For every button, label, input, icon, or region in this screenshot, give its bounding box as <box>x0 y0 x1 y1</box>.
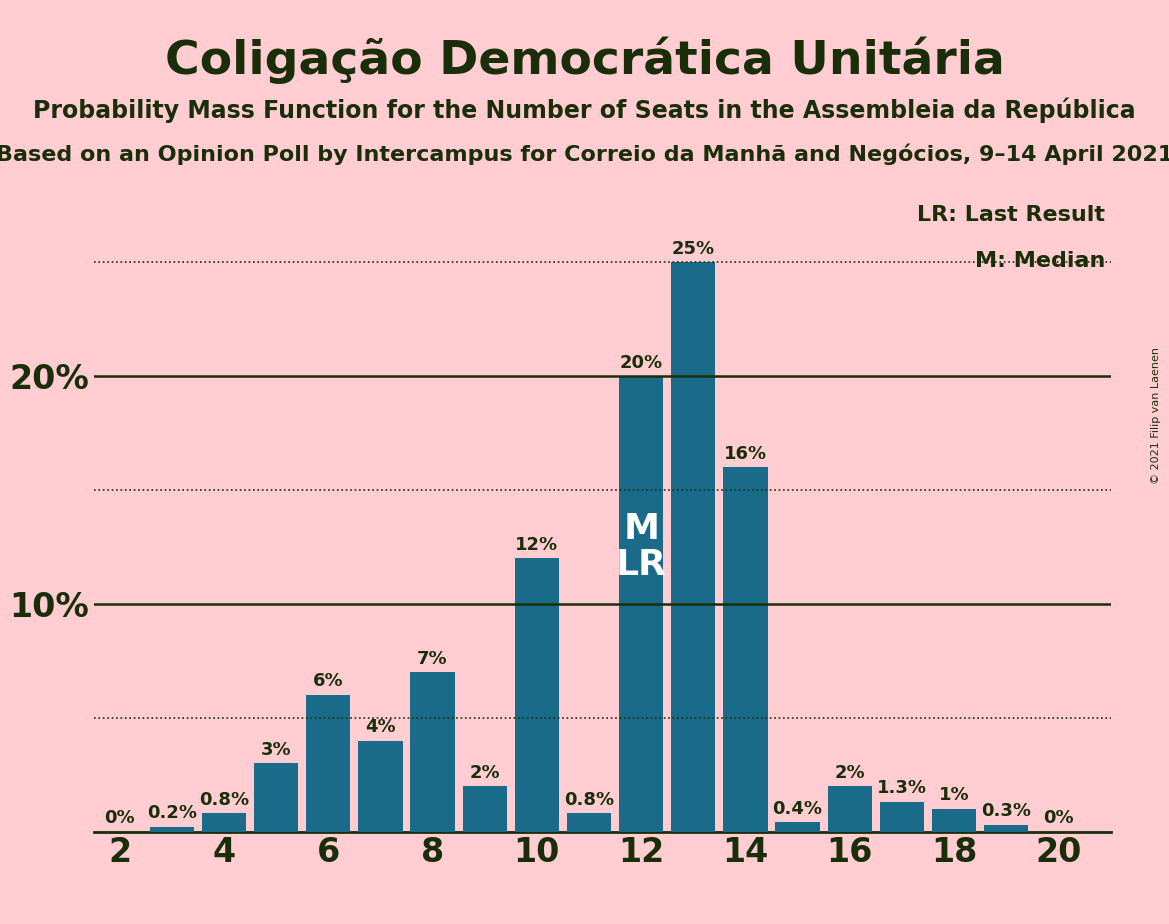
Bar <box>880 802 924 832</box>
Text: 4%: 4% <box>365 718 395 736</box>
Text: Based on an Opinion Poll by Intercampus for Correio da Manhã and Negócios, 9–14 : Based on an Opinion Poll by Intercampus … <box>0 143 1169 164</box>
Text: 0.8%: 0.8% <box>199 791 249 808</box>
Bar <box>306 695 351 832</box>
Text: 12%: 12% <box>516 536 559 553</box>
Text: 20%: 20% <box>620 354 663 371</box>
Text: 0.2%: 0.2% <box>147 805 196 822</box>
Bar <box>724 468 768 832</box>
Bar <box>358 740 402 832</box>
Bar <box>150 827 194 832</box>
Text: 0%: 0% <box>1043 809 1073 827</box>
Text: LR: Last Result: LR: Last Result <box>918 205 1106 225</box>
Bar <box>410 673 455 832</box>
Text: M: Median: M: Median <box>975 251 1106 271</box>
Bar <box>463 786 507 832</box>
Text: M
LR: M LR <box>616 512 666 582</box>
Bar <box>932 808 976 832</box>
Text: 1%: 1% <box>939 786 969 804</box>
Text: 2%: 2% <box>470 763 500 782</box>
Bar <box>620 376 663 832</box>
Text: 6%: 6% <box>313 673 344 690</box>
Bar <box>828 786 872 832</box>
Bar <box>984 825 1029 832</box>
Text: © 2021 Filip van Laenen: © 2021 Filip van Laenen <box>1150 347 1161 484</box>
Text: 25%: 25% <box>672 240 715 258</box>
Bar <box>202 813 247 832</box>
Text: Probability Mass Function for the Number of Seats in the Assembleia da República: Probability Mass Function for the Number… <box>33 97 1136 123</box>
Text: 0.3%: 0.3% <box>981 802 1031 821</box>
Text: 1.3%: 1.3% <box>877 780 927 797</box>
Text: 0.4%: 0.4% <box>773 800 823 818</box>
Bar <box>775 822 819 832</box>
Text: 0%: 0% <box>104 809 134 827</box>
Bar <box>514 558 559 832</box>
Text: 3%: 3% <box>261 741 291 759</box>
Bar <box>567 813 611 832</box>
Bar <box>671 262 715 832</box>
Text: 16%: 16% <box>724 444 767 463</box>
Text: 2%: 2% <box>835 763 865 782</box>
Bar <box>254 763 298 832</box>
Text: 7%: 7% <box>417 650 448 668</box>
Text: Coligação Democrática Unitária: Coligação Democrática Unitária <box>165 37 1004 84</box>
Text: 0.8%: 0.8% <box>563 791 614 808</box>
